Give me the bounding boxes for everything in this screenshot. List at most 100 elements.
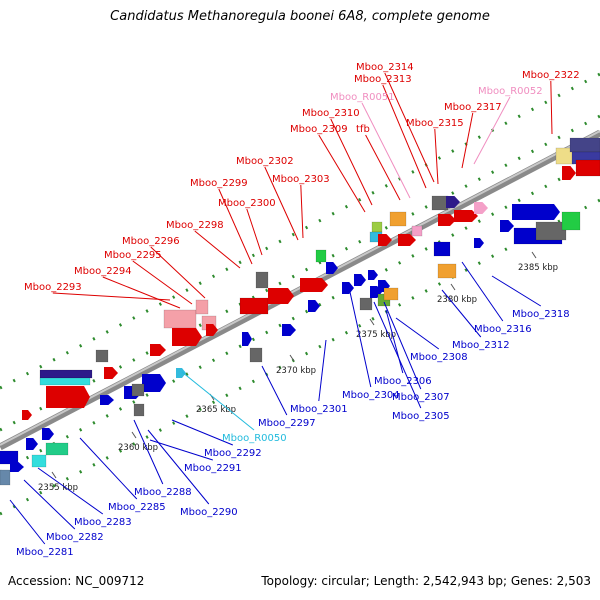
gene-feature bbox=[359, 297, 373, 311]
gene-feature bbox=[95, 349, 109, 363]
gene-feature-arrow bbox=[100, 395, 114, 405]
leader-line bbox=[441, 289, 482, 338]
leader-line bbox=[261, 365, 288, 416]
gene-feature-arrow bbox=[368, 270, 378, 280]
leader-line bbox=[382, 84, 427, 189]
gene-label-mboo-r0051: Mboo_R0051 bbox=[330, 92, 395, 103]
leader-line bbox=[461, 112, 474, 169]
leader-line bbox=[171, 419, 233, 446]
kbp-tick-mark bbox=[531, 251, 537, 259]
leader-line bbox=[383, 301, 422, 390]
leader-line bbox=[52, 292, 171, 301]
gene-feature-arrow bbox=[446, 196, 460, 208]
gene-label-mboo-2285: Mboo_2285 bbox=[108, 502, 166, 513]
gene-feature-arrow bbox=[206, 324, 218, 336]
gene-feature bbox=[163, 309, 197, 329]
gene-feature-arrow bbox=[172, 328, 202, 346]
gene-feature-arrow bbox=[354, 274, 366, 286]
gene-feature bbox=[535, 221, 567, 241]
gene-feature-arrow bbox=[454, 210, 478, 222]
leader-line bbox=[365, 134, 401, 201]
gene-feature-arrow bbox=[500, 220, 514, 232]
gene-label-mboo-2305: Mboo_2305 bbox=[392, 411, 450, 422]
leader-line bbox=[491, 275, 542, 307]
leader-line bbox=[264, 166, 299, 241]
gene-feature-arrow bbox=[474, 238, 484, 248]
gene-label-mboo-2296: Mboo_2296 bbox=[122, 236, 180, 247]
gene-label-tfb: tfb bbox=[356, 124, 370, 135]
gene-feature-arrow bbox=[46, 386, 90, 408]
leader-line bbox=[395, 317, 440, 350]
gene-feature-arrow bbox=[326, 262, 338, 274]
gene-feature bbox=[561, 211, 581, 231]
leader-line bbox=[181, 371, 255, 431]
gene-feature bbox=[0, 469, 11, 486]
gene-label-mboo-r0052: Mboo_R0052 bbox=[478, 86, 543, 97]
gene-label-mboo-2318: Mboo_2318 bbox=[512, 309, 570, 320]
leader-line bbox=[385, 309, 404, 374]
gene-label-mboo-2313: Mboo_2313 bbox=[354, 74, 412, 85]
leader-line bbox=[194, 230, 241, 269]
gene-label-mboo-2295: Mboo_2295 bbox=[104, 250, 162, 261]
leader-line bbox=[550, 80, 553, 135]
gene-feature bbox=[389, 211, 407, 227]
gene-feature bbox=[249, 347, 263, 363]
label-leader-lines bbox=[9, 72, 553, 545]
leader-line bbox=[149, 439, 213, 461]
gene-label-mboo-2288: Mboo_2288 bbox=[134, 487, 192, 498]
gene-feature bbox=[575, 159, 600, 177]
kbp-tick-label: 2365 kbp bbox=[196, 405, 236, 415]
gene-feature bbox=[371, 221, 383, 233]
kbp-tick-mark bbox=[131, 431, 137, 439]
gene-label-mboo-2316: Mboo_2316 bbox=[474, 324, 532, 335]
kbp-tick-label: 2375 kbp bbox=[356, 330, 396, 340]
leader-line bbox=[318, 134, 366, 213]
gene-feature bbox=[133, 403, 145, 417]
leader-line bbox=[330, 118, 373, 206]
gene-feature bbox=[131, 383, 145, 397]
leader-line bbox=[246, 208, 263, 256]
leader-line bbox=[9, 499, 46, 545]
gene-feature bbox=[255, 271, 269, 289]
leader-line bbox=[37, 467, 104, 515]
kbp-tick-mark bbox=[369, 318, 375, 326]
gene-feature bbox=[39, 369, 93, 379]
gene-label-mboo-2294: Mboo_2294 bbox=[74, 266, 132, 277]
gene-label-mboo-2322: Mboo_2322 bbox=[522, 70, 580, 81]
leader-line bbox=[218, 188, 253, 265]
guide-line-outer-top bbox=[0, 72, 600, 390]
gene-feature-arrow bbox=[378, 234, 392, 246]
gene-feature-arrow bbox=[562, 166, 576, 180]
gene-label-mboo-2315: Mboo_2315 bbox=[406, 118, 464, 129]
kbp-ticks: 2355 kbp 2360 kbp 2365 kbp 2370 kbp 2375 kbp… bbox=[38, 251, 558, 493]
track-guides bbox=[0, 72, 600, 516]
leader-line bbox=[300, 184, 304, 239]
gene-feature bbox=[383, 287, 399, 301]
gene-feature bbox=[239, 297, 269, 315]
leader-line bbox=[318, 339, 327, 402]
gene-feature bbox=[437, 263, 457, 279]
kbp-tick-label: 2380 kbp bbox=[437, 295, 477, 305]
gene-label-mboo-2300: Mboo_2300 bbox=[218, 198, 276, 209]
gene-feature-arrow bbox=[150, 344, 166, 356]
gene-label-mboo-2314: Mboo_2314 bbox=[356, 62, 414, 73]
leader-line bbox=[349, 291, 372, 388]
gene-label-mboo-2307: Mboo_2307 bbox=[392, 392, 450, 403]
gene-label-mboo-2281: Mboo_2281 bbox=[16, 547, 74, 558]
leader-line bbox=[361, 102, 411, 199]
gene-feature-arrow bbox=[268, 288, 294, 304]
gene-feature-arrow bbox=[242, 332, 252, 346]
gene-label-mboo-2303: Mboo_2303 bbox=[272, 174, 330, 185]
kbp-tick-label: 2370 kbp bbox=[276, 366, 316, 376]
kbp-tick-mark bbox=[51, 471, 57, 479]
gene-feature bbox=[195, 299, 209, 315]
leader-line bbox=[461, 261, 504, 322]
leader-line bbox=[473, 96, 511, 165]
gene-label-mboo-2292: Mboo_2292 bbox=[204, 448, 262, 459]
gene-label-mboo-2309: Mboo_2309 bbox=[290, 124, 348, 135]
gene-feature-arrow bbox=[438, 214, 456, 226]
gene-feature-arrow bbox=[282, 324, 296, 336]
gene-label-mboo-2291: Mboo_2291 bbox=[184, 463, 242, 474]
leader-line bbox=[102, 276, 181, 309]
